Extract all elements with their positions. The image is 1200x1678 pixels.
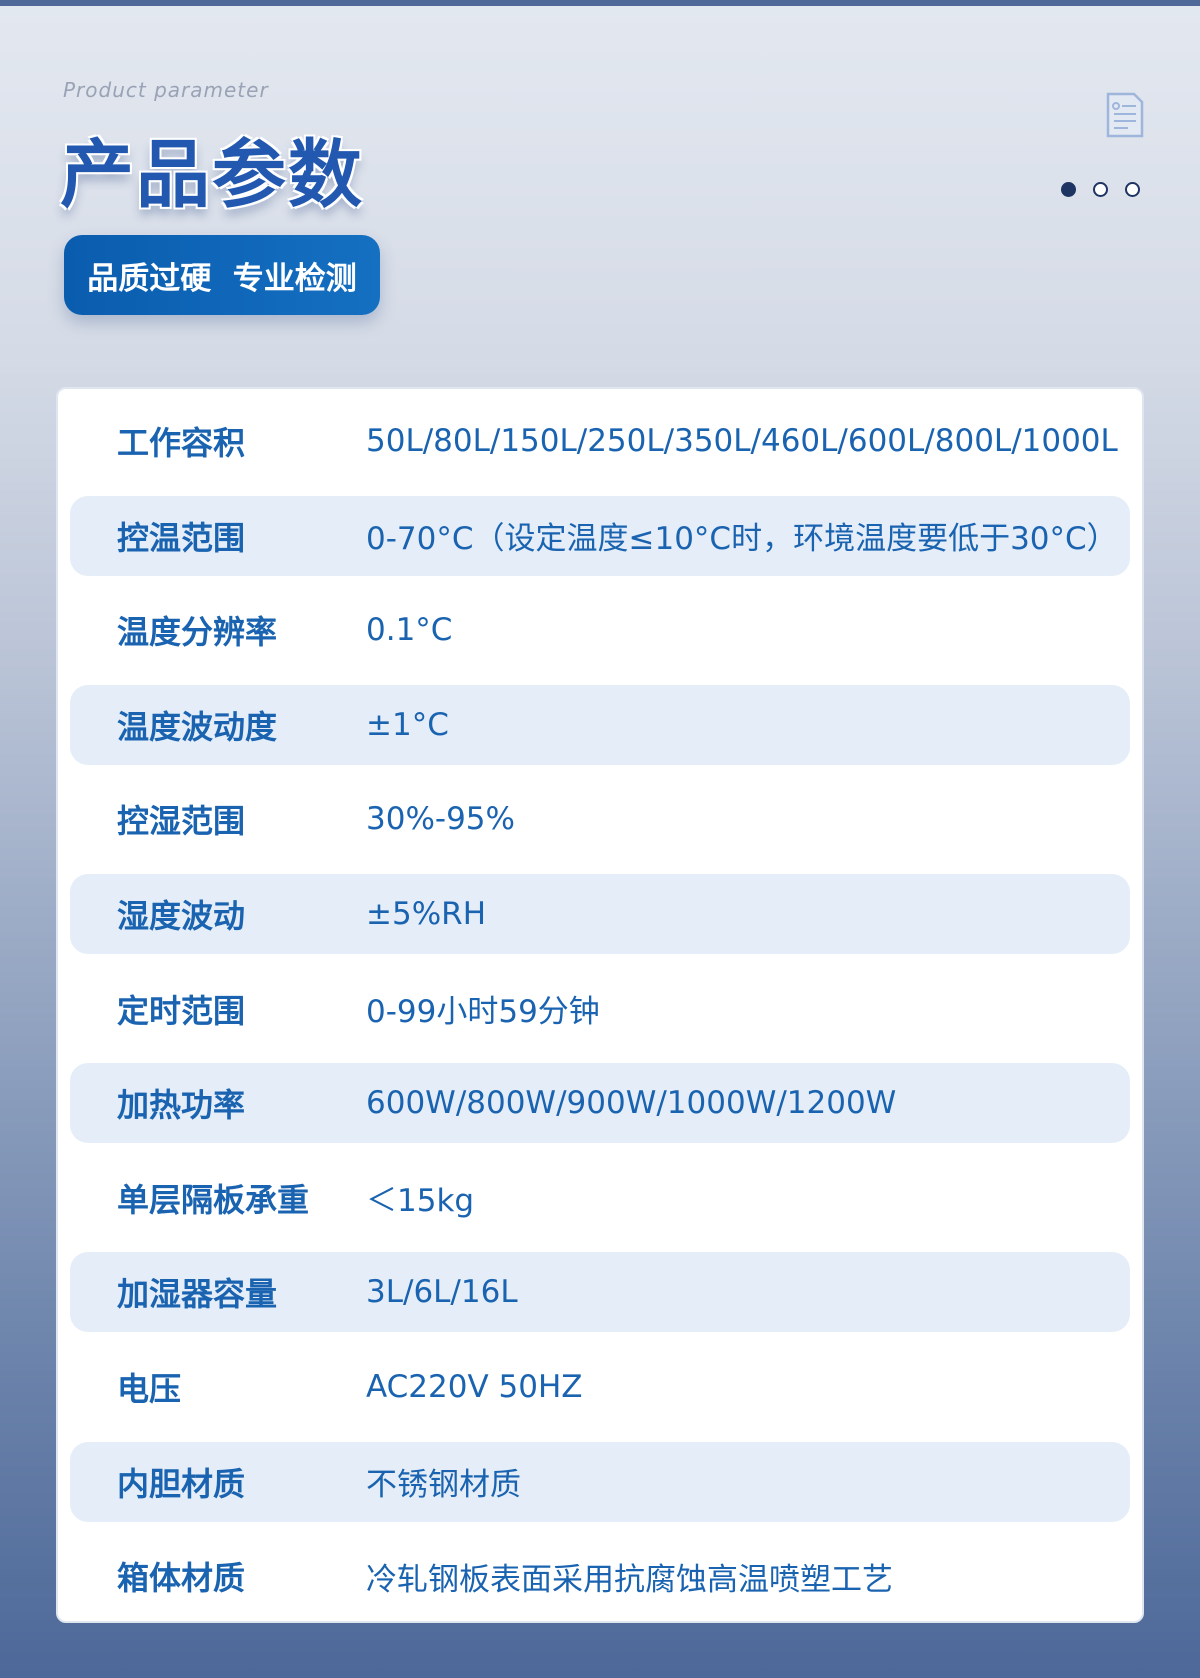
param-row: 控湿范围 30%-95% [70, 779, 1130, 859]
param-value: ＜15kg [366, 1183, 475, 1220]
param-label: 控湿范围 [117, 802, 246, 841]
param-value: ±1°C [366, 706, 449, 743]
param-row: 电压 AC220V 50HZ [70, 1347, 1130, 1427]
quality-badge: 品质过硬 专业检测 [64, 235, 380, 315]
param-value: 50L/80L/150L/250L/350L/460L/600L/800L/10… [366, 423, 1118, 459]
param-label: 加热功率 [117, 1086, 246, 1125]
top-bar [0, 0, 1200, 6]
parameter-table: 工作容积 50L/80L/150L/250L/350L/460L/600L/800… [56, 387, 1144, 1623]
param-value: 600W/800W/900W/1000W/1200W [366, 1085, 897, 1122]
param-label: 温度分辨率 [117, 613, 278, 652]
param-value: 3L/6L/16L [366, 1274, 518, 1311]
param-row: 加湿器容量 3L/6L/16L [70, 1252, 1130, 1333]
pager-dot-2[interactable] [1093, 182, 1108, 197]
param-value: 不锈钢材质 [366, 1467, 521, 1504]
param-label: 温度波动度 [117, 707, 278, 746]
param-value: 30%-95% [366, 801, 515, 838]
param-row: 工作容积 50L/80L/150L/250L/350L/460L/600L/800… [70, 401, 1130, 481]
section-subtitle: Product parameter [63, 78, 269, 102]
param-label: 湿度波动 [117, 897, 246, 935]
param-value: 0-99小时59分钟 [366, 994, 600, 1031]
badge-text: 品质过硬 专业检测 [87, 260, 357, 297]
param-row: 湿度波动 ±5%RH [70, 874, 1130, 954]
param-label: 内胆材质 [117, 1464, 246, 1503]
param-label: 箱体材质 [117, 1559, 246, 1598]
page-title: 产品参数 [60, 132, 364, 218]
param-label: 加湿器容量 [117, 1275, 278, 1314]
param-row: 加热功率 600W/800W/900W/1000W/1200W [70, 1063, 1130, 1144]
param-label: 单层隔板承重 [117, 1180, 310, 1219]
param-row: 内胆材质 不锈钢材质 [70, 1441, 1130, 1522]
param-label: 工作容积 [117, 424, 246, 462]
param-row: 温度波动度 ±1°C [70, 684, 1130, 765]
param-row: 定时范围 0-99小时59分钟 [70, 969, 1130, 1049]
param-value: ±5%RH [366, 896, 487, 932]
pager-dot-3[interactable] [1125, 182, 1140, 197]
param-row: 控温范围 0-70°C（设定温度≤10°C时，环境温度要低于30°C） [70, 495, 1130, 576]
pager-dot-1[interactable] [1061, 182, 1076, 197]
document-icon [1106, 92, 1144, 138]
pager-dots [1061, 182, 1140, 197]
param-row: 单层隔板承重 ＜15kg [70, 1158, 1130, 1238]
param-label: 电压 [117, 1370, 182, 1408]
param-row: 温度分辨率 0.1°C [70, 590, 1130, 670]
param-row: 箱体材质 冷轧钢板表面采用抗腐蚀高温喷塑工艺 [70, 1536, 1130, 1616]
param-value: AC220V 50HZ [366, 1369, 583, 1405]
param-value: 0-70°C（设定温度≤10°C时，环境温度要低于30°C） [366, 521, 1118, 558]
param-label: 控温范围 [117, 518, 246, 557]
param-value: 0.1°C [366, 612, 453, 649]
param-value: 冷轧钢板表面采用抗腐蚀高温喷塑工艺 [366, 1561, 893, 1598]
param-label: 定时范围 [117, 991, 246, 1030]
